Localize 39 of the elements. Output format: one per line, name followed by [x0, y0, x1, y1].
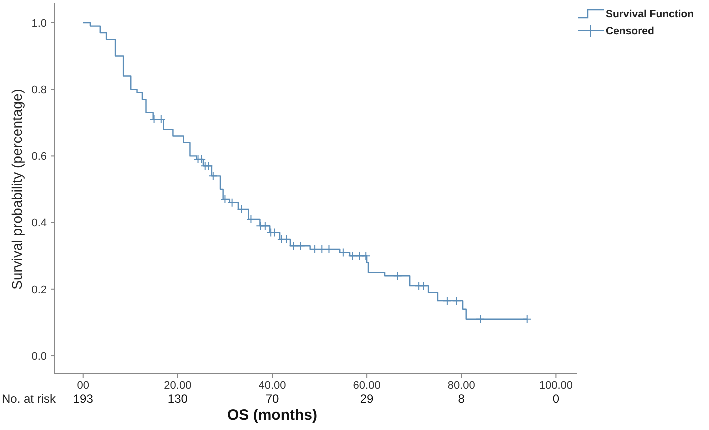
point	[419, 282, 428, 291]
point	[452, 296, 462, 306]
text: 130	[168, 392, 188, 406]
point	[204, 162, 214, 171]
text: No. at risk	[2, 392, 58, 406]
x-tick-label: 40.00	[258, 380, 286, 392]
text: 193	[73, 392, 94, 406]
y-axis-title: Survival probability (percentage)	[9, 89, 25, 290]
text: 8	[458, 392, 466, 406]
point	[362, 252, 371, 261]
text: 70	[266, 392, 280, 406]
x-tick-label: 80.00	[448, 380, 476, 392]
point	[522, 314, 532, 324]
y-tick-label: 0.8	[32, 84, 47, 96]
y-tick-label: 0.0	[32, 350, 47, 363]
point	[355, 252, 364, 261]
text: 29	[360, 392, 374, 406]
point	[476, 314, 486, 324]
point	[208, 172, 218, 181]
point	[228, 198, 237, 208]
y-tick-label: 0.6	[32, 151, 47, 164]
x-tick-label: 00	[77, 380, 90, 392]
x-tick-label: 100.00	[539, 380, 574, 392]
point	[260, 222, 270, 231]
point	[393, 272, 402, 281]
y-tick-label: 0.2	[32, 284, 47, 296]
legend-label: Survival Function	[606, 8, 694, 21]
y-tick-label: 0.4	[32, 218, 47, 230]
point	[442, 296, 452, 306]
point	[348, 252, 358, 261]
text: 0	[552, 392, 560, 406]
legend-label: Censored	[606, 26, 654, 38]
point	[296, 242, 306, 251]
x-tick-label: 20.00	[164, 380, 192, 392]
x-tick-label: 60.00	[353, 380, 381, 392]
x-axis-title: OS (months)	[228, 407, 318, 424]
y-tick-label: 1.0	[32, 18, 47, 30]
point	[338, 248, 348, 258]
point	[289, 242, 298, 251]
